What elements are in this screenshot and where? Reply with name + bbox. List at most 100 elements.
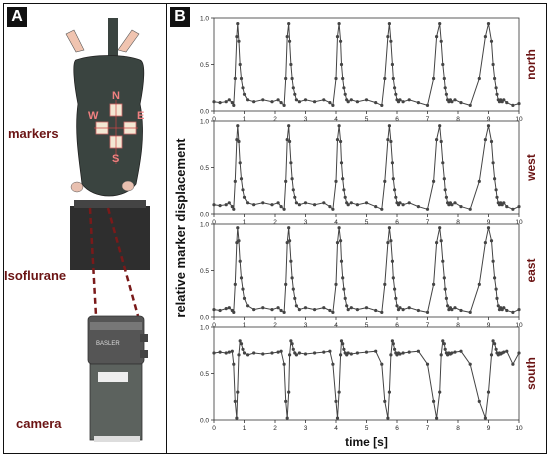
left-forepaw-icon — [65, 29, 85, 53]
data-point-north-47 — [355, 100, 359, 104]
data-point-north-10 — [238, 62, 242, 67]
x-tick-label-east-4: 4 — [334, 322, 338, 329]
data-point-east-69 — [439, 239, 443, 243]
data-point-west-68 — [438, 124, 442, 128]
data-point-east-29 — [294, 304, 298, 308]
data-point-west-81 — [477, 179, 481, 183]
data-point-south-53 — [387, 390, 391, 394]
data-point-west-73 — [444, 195, 448, 199]
data-point-west-65 — [425, 207, 430, 211]
data-point-west-50 — [380, 207, 384, 211]
data-point-east-85 — [491, 259, 495, 263]
data-point-south-19 — [279, 349, 283, 353]
head-tube — [108, 18, 118, 64]
panel-b-letter: B — [170, 7, 190, 27]
data-point-east-82 — [483, 241, 487, 245]
data-point-north-22 — [285, 35, 289, 39]
data-point-south-80 — [468, 362, 472, 366]
data-point-east-47 — [355, 308, 359, 312]
data-point-north-19 — [279, 101, 283, 105]
data-point-east-14 — [246, 304, 250, 308]
data-point-east-63 — [407, 306, 411, 310]
data-point-north-88 — [495, 92, 499, 96]
x-tick-label-south-7: 7 — [426, 425, 430, 432]
data-point-north-42 — [342, 86, 346, 90]
data-point-north-24 — [288, 39, 292, 43]
data-point-east-19 — [279, 308, 283, 313]
x-tick-label-west-3: 3 — [304, 219, 308, 226]
data-point-north-84 — [489, 39, 494, 43]
data-point-west-5 — [232, 207, 236, 211]
data-point-east-34 — [328, 308, 332, 313]
data-point-south-81 — [477, 399, 481, 403]
label-markers: markers — [8, 126, 59, 141]
data-point-west-86 — [493, 177, 497, 181]
data-point-south-3 — [227, 350, 231, 354]
data-point-south-36 — [334, 399, 338, 403]
data-point-west-56 — [391, 177, 395, 181]
data-point-south-46 — [349, 352, 353, 356]
x-tick-label-west-0: 0 — [212, 219, 216, 226]
data-point-east-16 — [261, 306, 265, 310]
data-point-west-17 — [270, 203, 274, 207]
data-point-north-81 — [477, 76, 481, 81]
left-hindpaw-icon — [70, 181, 84, 193]
subplot-frame-south — [213, 326, 520, 421]
data-point-north-48 — [364, 98, 369, 102]
data-point-west-64 — [416, 205, 420, 209]
series-label-west: west — [524, 154, 538, 182]
data-point-north-1 — [218, 101, 222, 105]
series-label-south: south — [524, 357, 538, 390]
data-point-south-30 — [297, 351, 301, 355]
x-tick-label-east-1: 1 — [243, 322, 247, 329]
data-point-west-36 — [334, 179, 338, 183]
data-point-north-79 — [459, 101, 463, 105]
data-point-south-57 — [393, 347, 397, 351]
data-point-east-96 — [517, 308, 521, 312]
data-point-north-93 — [502, 98, 506, 102]
data-point-south-18 — [276, 350, 280, 354]
x-tick-label-south-0: 0 — [212, 425, 216, 432]
data-point-south-29 — [294, 353, 298, 357]
y-tick-label-north-0: 0.0 — [200, 109, 209, 116]
series-label-north: north — [524, 49, 538, 80]
data-point-north-40 — [339, 62, 344, 67]
data-point-west-19 — [279, 205, 283, 209]
data-point-east-31 — [303, 306, 308, 310]
data-point-west-23 — [287, 124, 291, 128]
data-point-north-62 — [401, 100, 405, 104]
data-point-west-7 — [235, 138, 239, 142]
camera-screw-2 — [140, 350, 148, 358]
data-point-north-15 — [252, 100, 256, 104]
data-point-south-65 — [425, 362, 430, 366]
data-point-east-1 — [218, 308, 222, 313]
data-point-south-34 — [328, 349, 332, 353]
data-point-north-5 — [232, 103, 236, 107]
data-point-south-14 — [246, 353, 250, 357]
x-tick-label-west-1: 1 — [243, 219, 247, 226]
x-tick-label-south-8: 8 — [456, 425, 460, 432]
data-point-east-57 — [393, 287, 397, 291]
data-point-east-26 — [290, 276, 294, 280]
data-point-north-52 — [386, 35, 390, 39]
data-point-west-27 — [291, 188, 295, 192]
data-point-east-81 — [477, 282, 481, 286]
x-tick-label-north-2: 2 — [273, 116, 277, 123]
data-point-east-50 — [380, 310, 384, 314]
data-point-east-45 — [346, 308, 350, 312]
y-tick-label-west-0: 0.0 — [200, 212, 209, 219]
data-point-west-71 — [442, 177, 446, 181]
data-point-north-23 — [287, 22, 291, 26]
data-point-east-27 — [291, 287, 295, 291]
data-point-west-63 — [407, 201, 411, 205]
marker-letter-e: E — [137, 110, 144, 122]
data-point-west-85 — [491, 161, 495, 165]
data-point-west-10 — [238, 161, 242, 165]
data-point-north-63 — [407, 98, 411, 102]
data-point-north-78 — [453, 98, 457, 102]
data-point-south-78 — [453, 350, 457, 354]
data-point-south-66 — [432, 399, 436, 403]
data-point-east-61 — [398, 306, 402, 310]
data-point-west-12 — [241, 188, 245, 192]
